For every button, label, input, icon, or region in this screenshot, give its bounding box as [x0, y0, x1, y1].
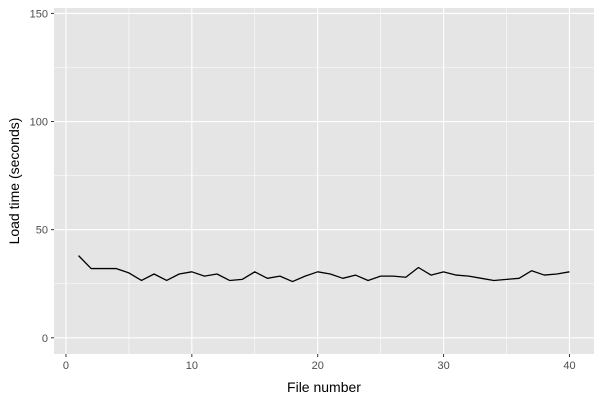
y-axis-title: Load time (seconds): [6, 118, 22, 245]
x-tick-label: 10: [186, 360, 198, 372]
x-tick-label: 20: [312, 360, 324, 372]
x-axis-ticks: 0 10 20 30 40: [63, 354, 576, 372]
series-line: [78, 255, 570, 283]
x-tick-label: 30: [437, 360, 449, 372]
y-tick-label: 100: [30, 117, 48, 129]
y-axis-ticks: 0 50 100 150: [30, 8, 54, 345]
minor-gridlines: [54, 8, 594, 354]
x-tick-label: 40: [563, 360, 575, 372]
x-tick-label: 0: [63, 360, 69, 372]
y-tick-label: 50: [36, 225, 48, 237]
major-gridlines: [54, 8, 594, 354]
y-tick-label: 150: [30, 8, 48, 20]
plot-panel: [54, 8, 594, 354]
y-tick-label: 0: [42, 333, 48, 345]
x-axis-title: File number: [287, 379, 361, 395]
